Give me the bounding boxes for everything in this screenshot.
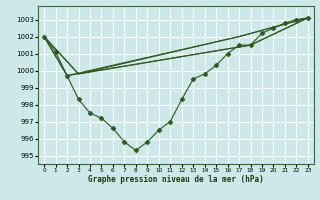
X-axis label: Graphe pression niveau de la mer (hPa): Graphe pression niveau de la mer (hPa) xyxy=(88,175,264,184)
